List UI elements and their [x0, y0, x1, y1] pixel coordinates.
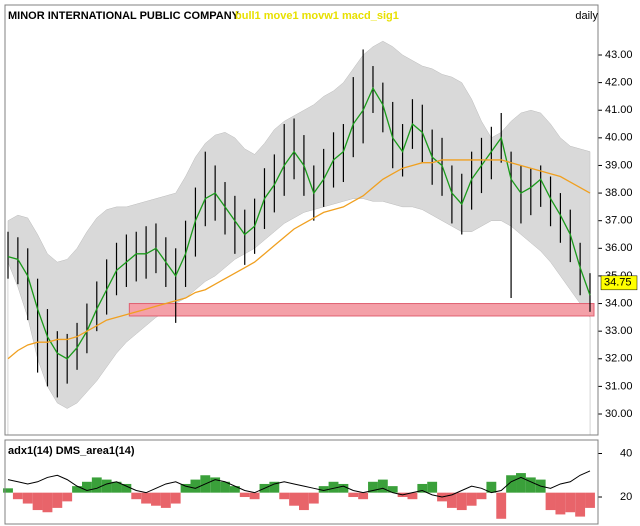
y-tick-label: 34.00: [605, 297, 633, 309]
dms-bar: [72, 486, 82, 493]
last-price-label: 34.75: [604, 277, 632, 289]
y-tick-label: 30.00: [605, 408, 633, 420]
y-tick-label: 40: [620, 447, 632, 459]
dms-bar: [555, 492, 566, 515]
y-tick-label: 41.00: [605, 104, 633, 116]
dms-bar: [427, 481, 438, 493]
y-tick-label: 38.00: [605, 187, 633, 199]
dms-bar: [516, 473, 526, 493]
dms-bar: [22, 492, 33, 504]
dms-bar: [358, 492, 369, 500]
dms-bar: [377, 479, 388, 493]
dms-bar: [545, 492, 556, 511]
dms-bar: [417, 483, 428, 493]
dms-bar: [299, 492, 309, 511]
dms-bar: [62, 492, 73, 502]
dms-bar: [387, 486, 398, 493]
dms-bar: [269, 481, 280, 493]
indicator-frame: [4, 439, 599, 525]
dms-bar: [131, 492, 142, 500]
dms-bar: [565, 492, 576, 513]
y-tick-label: 33.00: [605, 325, 633, 337]
dms-bar: [32, 492, 43, 511]
dms-bar: [170, 492, 181, 504]
dms-bar: [220, 481, 230, 493]
y-tick-label: 40.00: [605, 132, 633, 144]
dms-bar: [81, 481, 92, 493]
dms-bar: [190, 479, 201, 493]
dms-bar: [466, 492, 477, 506]
dms-bar: [318, 486, 329, 493]
dms-bar: [496, 492, 507, 519]
adx-line: [7, 470, 591, 498]
price-frame: [4, 4, 599, 436]
y-tick-label: 31.00: [605, 380, 633, 392]
dms-bar: [525, 477, 536, 493]
dms-bar: [279, 492, 290, 500]
y-tick-label: 37.00: [605, 215, 633, 227]
dms-bar: [239, 492, 250, 498]
dms-bar: [446, 492, 457, 508]
moving-average: [7, 86, 591, 360]
dms-bar: [348, 492, 359, 498]
dms-bar: [249, 492, 260, 500]
dms-bar: [52, 492, 63, 508]
y-tick-label: 36.00: [605, 242, 633, 254]
dms-bar: [151, 492, 161, 506]
dms-bar: [229, 486, 240, 493]
y-tick-label: 42.00: [605, 77, 633, 89]
period: daily: [575, 10, 598, 22]
dms-bar: [180, 483, 191, 493]
dms-bar: [121, 483, 132, 493]
dms-bar: [101, 479, 112, 493]
chart-title: MINOR INTERNATIONAL PUBLIC COMPANY: [8, 10, 240, 22]
dms-bar: [210, 477, 221, 493]
indicator-list: bull1 move1 movw1 macd_sig1: [235, 10, 399, 22]
y-tick-label: 20: [620, 491, 632, 503]
last-price-box: [600, 275, 638, 291]
dms-bar: [368, 481, 378, 493]
dms-bar: [289, 492, 299, 506]
y-tick-label: 43.00: [605, 49, 633, 61]
dms-bar: [160, 492, 171, 508]
dms-bar: [141, 492, 152, 504]
dms-bar: [111, 481, 122, 493]
dms-bar: [308, 492, 319, 504]
support-zone: [128, 303, 595, 317]
dms-bar: [91, 477, 102, 493]
dms-bar: [12, 492, 23, 500]
dms-bar: [486, 481, 497, 493]
y-tick-label: 32.00: [605, 353, 633, 365]
moving-average: [7, 159, 591, 360]
dms-bar: [476, 492, 487, 500]
dms-bar: [575, 492, 586, 517]
y-tick-label: 39.00: [605, 159, 633, 171]
dms-bar: [585, 492, 595, 508]
dms-bar: [506, 475, 517, 493]
dms-bar: [42, 492, 53, 513]
dms-bar: [338, 483, 349, 493]
dms-bar: [3, 488, 13, 493]
dms-bar: [328, 481, 339, 493]
dms-bar: [407, 492, 418, 500]
panel-title: adx1(14) DMS_area1(14): [8, 445, 135, 457]
dms-bar: [456, 492, 467, 511]
